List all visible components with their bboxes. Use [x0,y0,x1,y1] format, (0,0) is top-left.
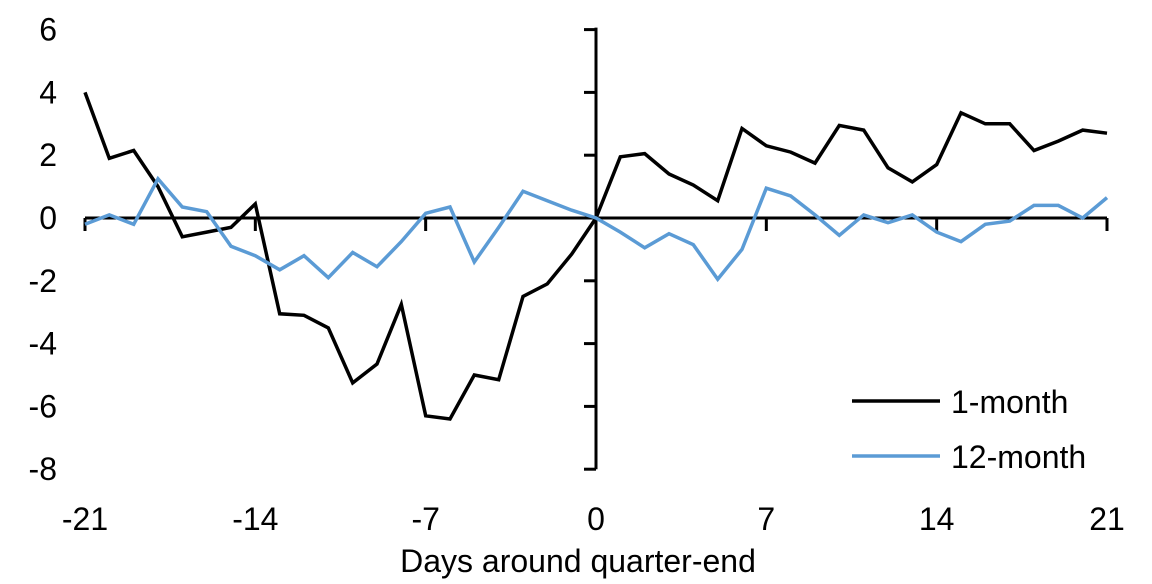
y-tick-label: -6 [29,388,57,424]
x-tick-label: 0 [587,501,605,537]
x-tick-label: 7 [757,501,775,537]
y-tick-label: 6 [39,12,57,48]
x-tick-label: -14 [232,501,278,537]
y-tick-label: 2 [39,137,57,173]
y-tick-label: -8 [29,451,57,487]
x-tick-label: 21 [1089,501,1125,537]
legend-label-1-month: 1-month [951,384,1068,420]
x-axis-title: Days around quarter-end [400,543,756,579]
y-tick-label: -2 [29,263,57,299]
x-tick-label: -21 [62,501,108,537]
series-lines [83,91,1109,421]
y-tick-label: -4 [29,326,57,362]
x-tick-label: 14 [919,501,955,537]
y-tick-label: 0 [39,200,57,236]
legend: 1-month 12-month [852,384,1086,475]
series-line-12-month [84,175,1109,283]
y-tick-label: 4 [39,74,57,110]
legend-label-12-month: 12-month [951,439,1086,475]
tick-labels: -21 -14 -7 0 7 14 21 6 4 2 0 -2 -4 -6 -8 [29,12,1125,537]
x-tick-label: -7 [411,501,439,537]
